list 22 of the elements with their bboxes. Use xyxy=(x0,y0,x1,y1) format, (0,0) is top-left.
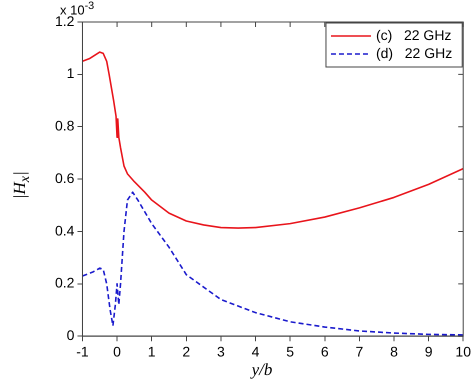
y-tick-label: 1 xyxy=(66,65,75,82)
x-tick-label: 2 xyxy=(182,343,190,360)
x-tick-label: 4 xyxy=(252,343,260,360)
x-tick-label: 3 xyxy=(217,343,226,360)
x-tick-label: 8 xyxy=(390,343,398,360)
x-tick-label: 0 xyxy=(113,343,122,360)
x-tick-label: 5 xyxy=(286,343,294,360)
x-tick-label: -1 xyxy=(76,343,89,360)
y-tick-label: 0.4 xyxy=(54,222,75,238)
x-tick-label: 6 xyxy=(320,343,329,360)
x-tick-label: 10 xyxy=(455,343,472,360)
x-tick-label: 7 xyxy=(355,343,364,360)
text: x 10$^{-3}$ xyxy=(60,0,94,18)
y-tick-label: 0.2 xyxy=(54,274,75,291)
y-tick-label: 0.8 xyxy=(54,118,75,134)
y-tick-label: 0 xyxy=(66,327,75,344)
x-tick-label: 9 xyxy=(424,343,433,360)
x-tick-label: 1 xyxy=(148,343,156,360)
y-tick-label: 0.6 xyxy=(54,170,75,186)
legend-label: (c) 22 GHz xyxy=(376,26,452,43)
x-axis-title: y/b xyxy=(249,360,274,380)
legend-label: (d) 22 GHz xyxy=(376,44,452,61)
